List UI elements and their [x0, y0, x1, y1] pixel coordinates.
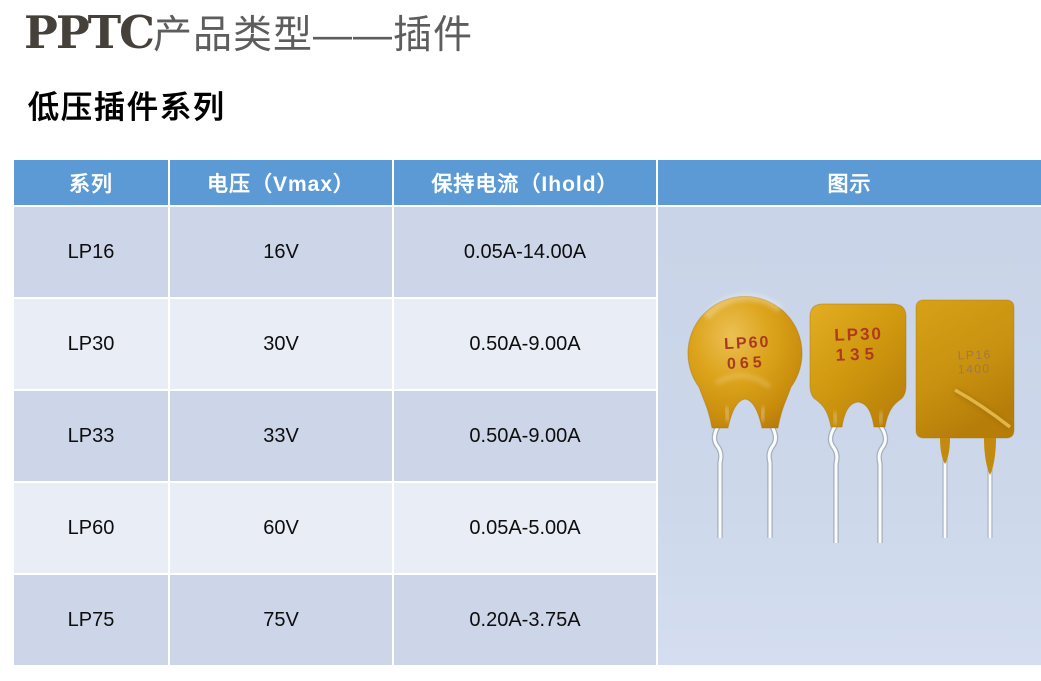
cell-vmax: 16V: [170, 207, 392, 297]
disc-marking: LP60 065: [724, 334, 771, 373]
cell-vmax: 60V: [170, 483, 392, 573]
cell-series: LP75: [14, 575, 168, 665]
rect-leads: [942, 457, 993, 538]
column-header-hold-current: 保持电流（Ihold）: [394, 160, 656, 205]
svg-text:065: 065: [727, 354, 767, 373]
column-header-illustration: 图示: [658, 160, 1041, 205]
column-header-series: 系列: [14, 160, 168, 205]
square-body: [809, 303, 907, 428]
svg-text:135: 135: [835, 344, 879, 365]
page-title-suffix: 产品类型——插件: [152, 14, 473, 57]
cell-vmax: 33V: [170, 391, 392, 481]
rect-marking: LP16 1400: [958, 347, 992, 376]
cell-ihold: 0.05A-14.00A: [394, 207, 656, 297]
section-title: 低压插件系列: [28, 90, 226, 126]
cell-vmax: 30V: [170, 299, 392, 389]
brand-logo-text: PPTC: [24, 6, 155, 59]
disc-leads: [711, 421, 779, 538]
rect-body: [915, 299, 1015, 439]
pptc-square-lp30: LP30 135: [809, 303, 907, 543]
page-title: PPTC 产品类型——插件: [24, 4, 473, 60]
cell-series: LP30: [14, 299, 168, 389]
disc-body: [687, 295, 803, 429]
rect-drip-right: [984, 438, 996, 475]
cell-vmax: 75V: [170, 575, 392, 665]
pptc-rect-lp16: LP16 1400: [915, 299, 1015, 538]
cell-series: LP33: [14, 391, 168, 481]
pptc-disc-lp60: LP60 065: [687, 293, 803, 538]
square-marking: LP30 135: [834, 324, 883, 365]
cell-series: LP60: [14, 483, 168, 573]
rect-drip-left: [940, 438, 950, 464]
low-voltage-series-table: 系列 电压（Vmax） 保持电流（Ihold） 图示: [14, 160, 1041, 665]
pptc-components-photo: LP60 065: [658, 207, 1041, 665]
svg-text:LP30: LP30: [834, 324, 883, 345]
cell-ihold: 0.50A-9.00A: [394, 299, 656, 389]
svg-text:LP16: LP16: [958, 347, 992, 362]
svg-text:LP60: LP60: [724, 334, 771, 353]
cell-ihold: 0.05A-5.00A: [394, 483, 656, 573]
illustration-photo: LP60 065: [658, 207, 1041, 665]
svg-text:1400: 1400: [958, 361, 991, 376]
cell-ihold: 0.20A-3.75A: [394, 575, 656, 665]
cell-series: LP16: [14, 207, 168, 297]
cell-ihold: 0.50A-9.00A: [394, 391, 656, 481]
column-header-voltage: 电压（Vmax）: [170, 160, 392, 205]
square-leads: [827, 423, 889, 543]
